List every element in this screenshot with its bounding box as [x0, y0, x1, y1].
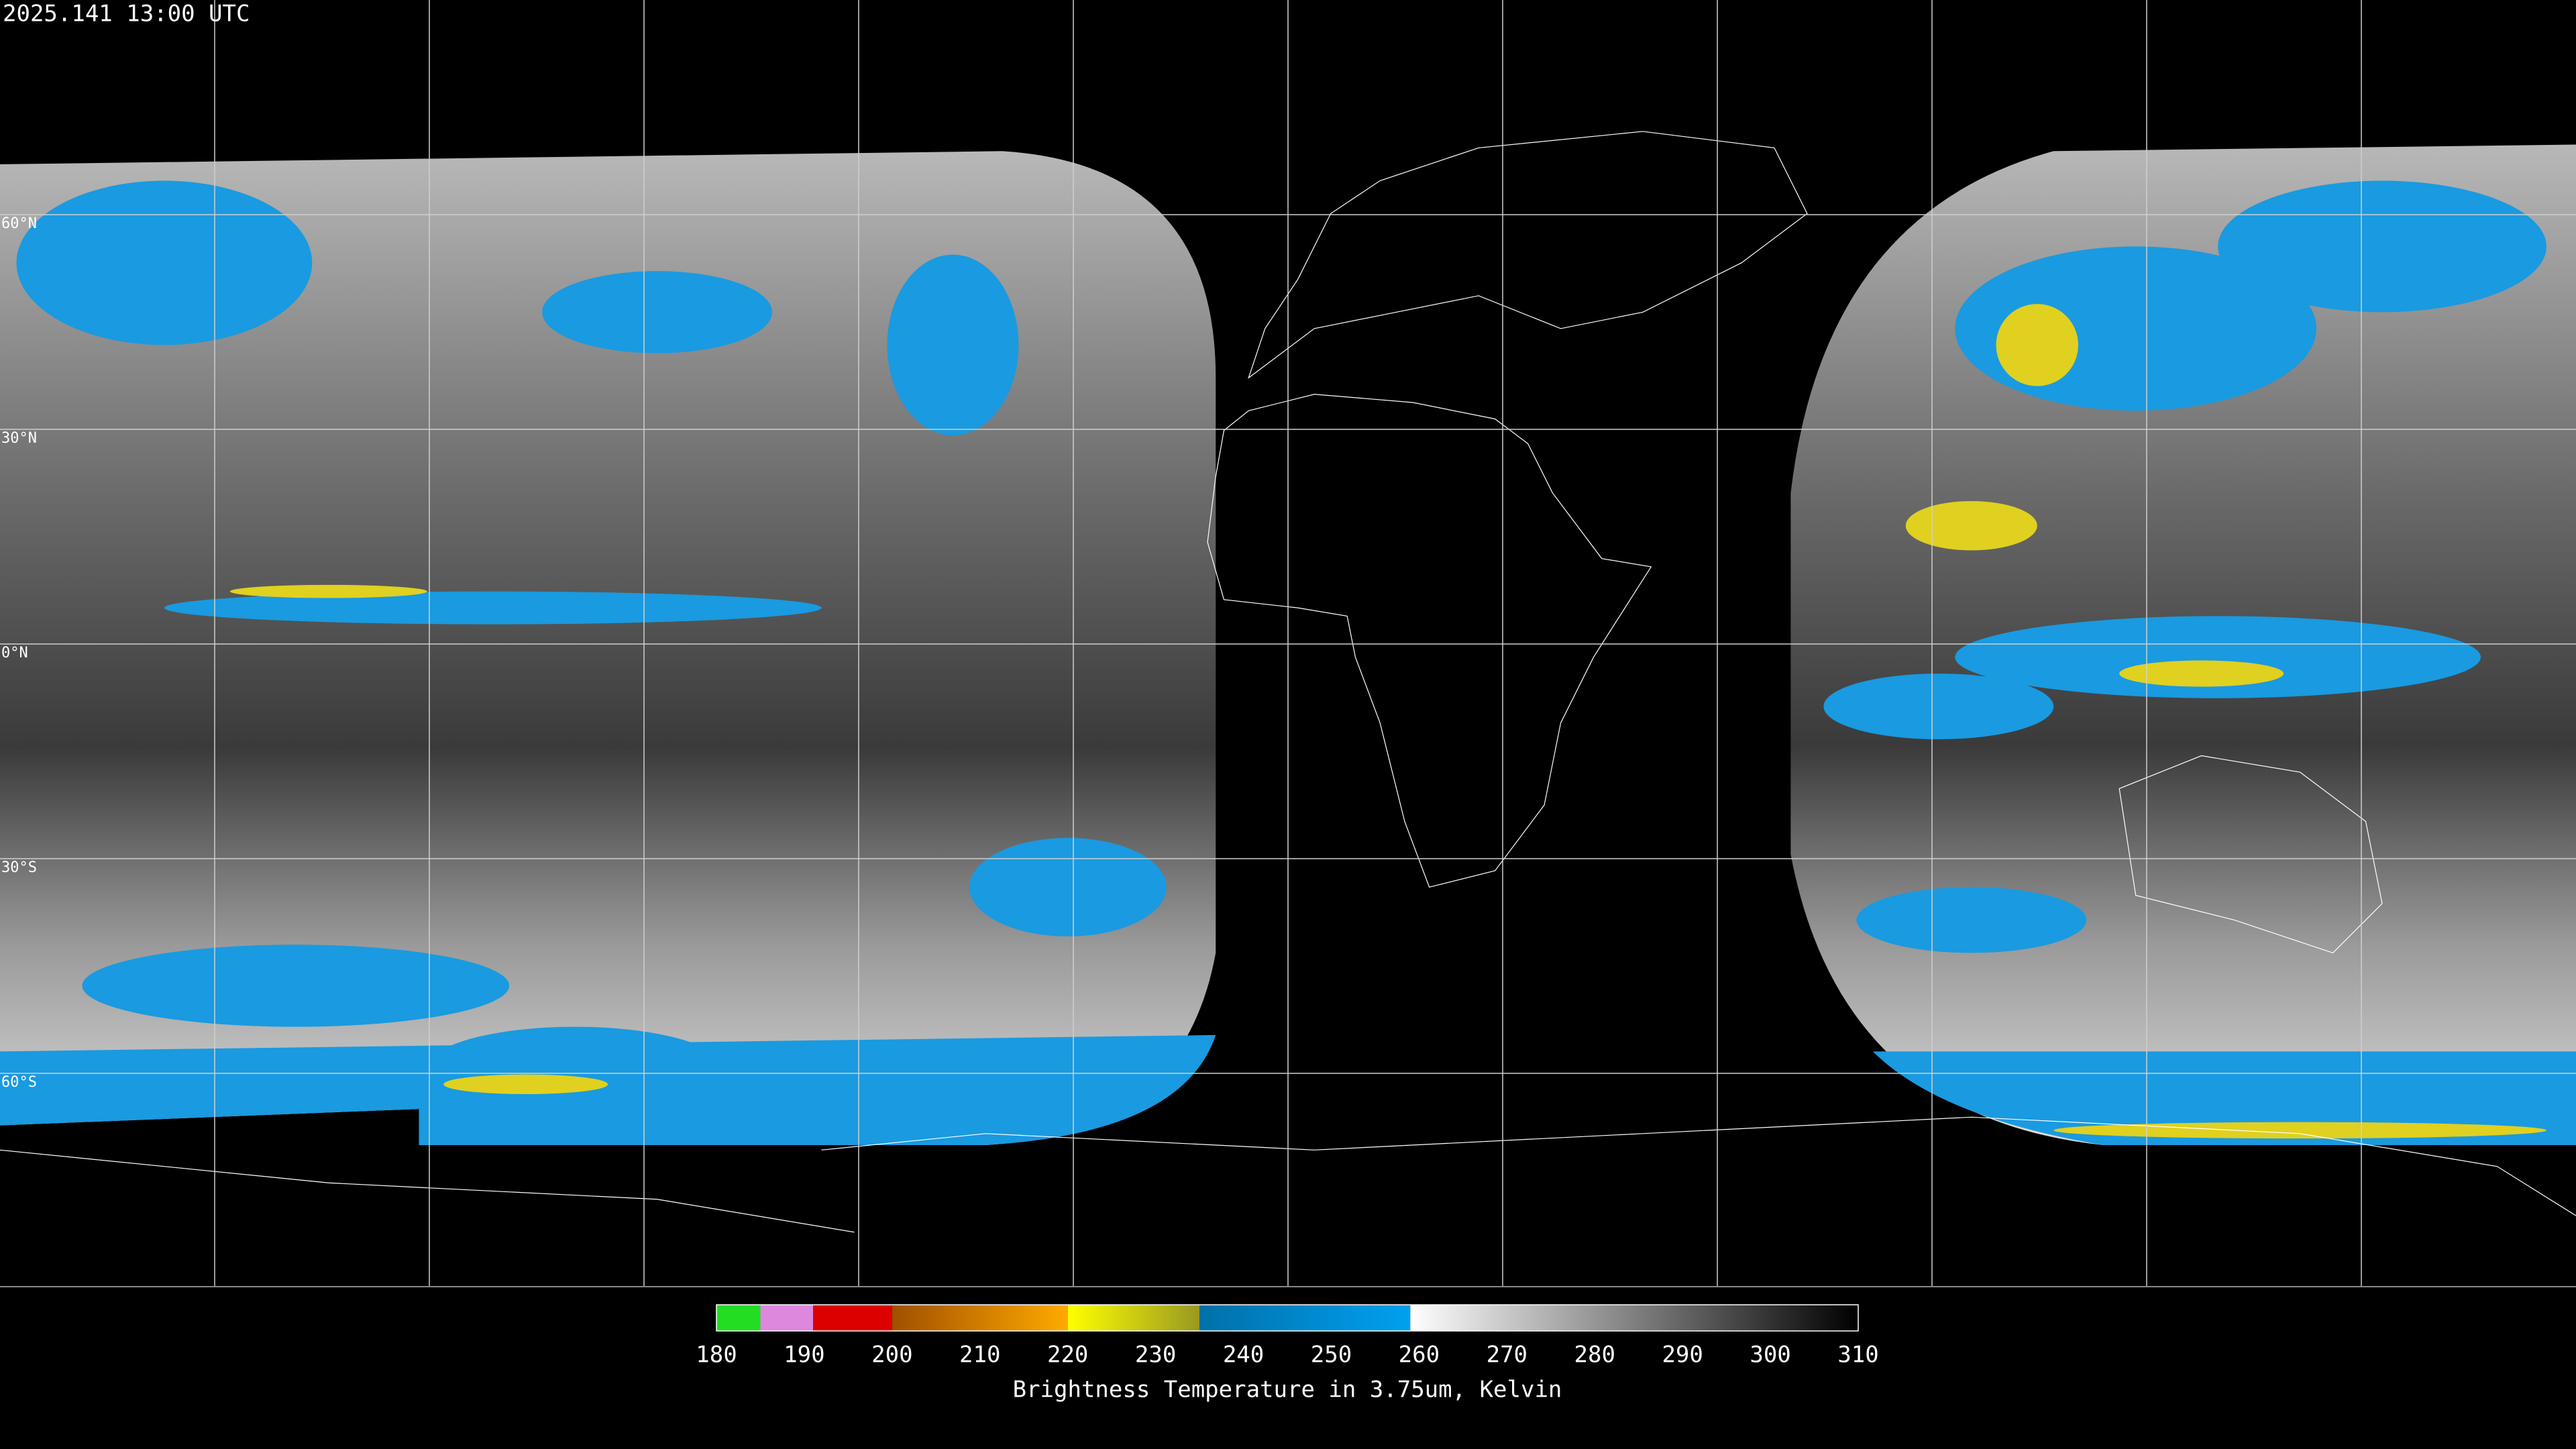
colorbar-tick-label: 290	[1662, 1342, 1703, 1368]
latitude-label: 30°N	[1, 430, 37, 447]
colorbar-tick-label: 260	[1399, 1342, 1440, 1368]
colorbar-segment	[1410, 1305, 1858, 1331]
graticule	[0, 0, 2576, 1287]
colorbar-segment	[716, 1305, 761, 1331]
colorbar-segment	[892, 1305, 1068, 1331]
satellite-imagery	[0, 131, 2576, 1232]
cold-clouds	[0, 180, 2576, 1145]
colorbar-tick-label: 200	[871, 1342, 912, 1368]
colorbar-tick-label: 190	[784, 1342, 824, 1368]
colorbar-tick-label: 230	[1135, 1342, 1176, 1368]
coastlines	[0, 131, 2576, 1232]
colorbar-segment	[813, 1305, 892, 1331]
latitude-label: 60°N	[1, 215, 37, 232]
colorbar-tick-label: 220	[1047, 1342, 1088, 1368]
colorbar-segment	[1199, 1305, 1411, 1331]
latitude-label: 30°S	[1, 859, 37, 876]
latitude-label: 60°S	[1, 1074, 37, 1091]
colorbar-tick-label: 310	[1837, 1342, 1878, 1368]
colorbar-tick-label: 300	[1750, 1342, 1790, 1368]
colorbar-frame	[716, 1304, 1859, 1332]
colorbar-segment	[760, 1305, 814, 1331]
colorbar-tick-label: 180	[696, 1342, 737, 1368]
colorbar-tick-label: 270	[1487, 1342, 1527, 1368]
very-cold-clouds	[229, 304, 2546, 1139]
colorbar-tick-label: 280	[1574, 1342, 1615, 1368]
colorbar: 180 190 200 210 220 230 240 250 260 270 280 290 300 3…	[696, 1304, 1879, 1368]
latitude-labels: 60°N 30°N 0°N 30°S 60°S	[1, 215, 37, 1091]
colorbar-segment	[1067, 1305, 1200, 1331]
colorbar-label: Brightness Temperature in 3.75um, Kelvin	[1013, 1377, 1562, 1403]
colorbar-tick-label: 250	[1311, 1342, 1352, 1368]
latitude-label: 0°N	[1, 645, 28, 661]
colorbar-tick-label: 210	[959, 1342, 1000, 1368]
timestamp: 2025.141 13:00 UTC	[3, 1, 250, 28]
colorbar-tick-label: 240	[1223, 1342, 1264, 1368]
